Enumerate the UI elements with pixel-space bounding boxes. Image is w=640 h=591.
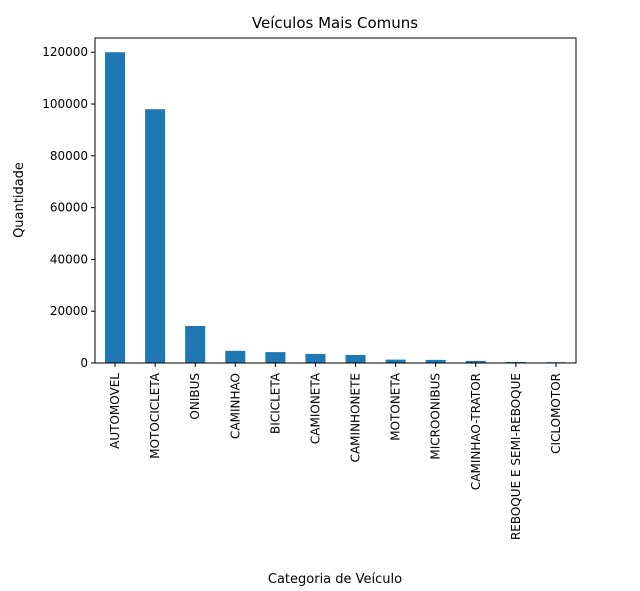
- chart-title: Veículos Mais Comuns: [252, 14, 418, 32]
- bar: [225, 350, 246, 363]
- y-tick-label: 100000: [42, 97, 88, 111]
- y-axis-label: Quantidade: [12, 162, 27, 238]
- x-tick-label: MOTOCICLETA: [148, 372, 162, 459]
- x-tick-label: CAMINHAO-TRATOR: [469, 373, 483, 490]
- x-axis: AUTOMOVEL MOTOCICLETA ONIBUS CAMINHAO BICICL…: [108, 363, 563, 540]
- x-tick-label: CAMINHAO: [228, 373, 242, 439]
- x-tick-label: ONIBUS: [188, 373, 202, 420]
- bars-group: [105, 52, 566, 363]
- x-tick-label: MOTONETA: [389, 372, 403, 441]
- y-tick-label: 40000: [50, 252, 88, 266]
- y-tick-label: 60000: [50, 201, 88, 215]
- y-tick-label: 0: [80, 356, 88, 370]
- bar: [465, 360, 486, 363]
- bar: [505, 361, 526, 363]
- x-tick-label: AUTOMOVEL: [108, 373, 122, 449]
- bar: [345, 354, 366, 363]
- x-axis-label: Categoria de Veículo: [268, 572, 402, 587]
- bar: [305, 353, 326, 363]
- y-tick-label: 120000: [42, 45, 88, 59]
- bar: [145, 109, 166, 363]
- bar: [385, 359, 406, 363]
- x-tick-label: CAMIONETA: [308, 372, 322, 444]
- x-tick-label: REBOQUE E SEMI-REBOQUE: [509, 373, 523, 540]
- x-tick-label: CAMINHONETE: [349, 373, 363, 462]
- y-axis: 0 20000 40000 60000 80000 100000 120000: [42, 45, 95, 370]
- bar: [105, 52, 126, 363]
- x-tick-label: MICROONIBUS: [429, 373, 443, 460]
- x-tick-label: CICLOMOTOR: [549, 373, 563, 454]
- x-tick-label: BICICLETA: [268, 372, 282, 434]
- bar: [185, 325, 206, 363]
- bar: [265, 352, 286, 363]
- bar: [425, 359, 446, 363]
- y-tick-label: 80000: [50, 149, 88, 163]
- plot-frame: [94, 37, 577, 364]
- y-tick-label: 20000: [50, 304, 88, 318]
